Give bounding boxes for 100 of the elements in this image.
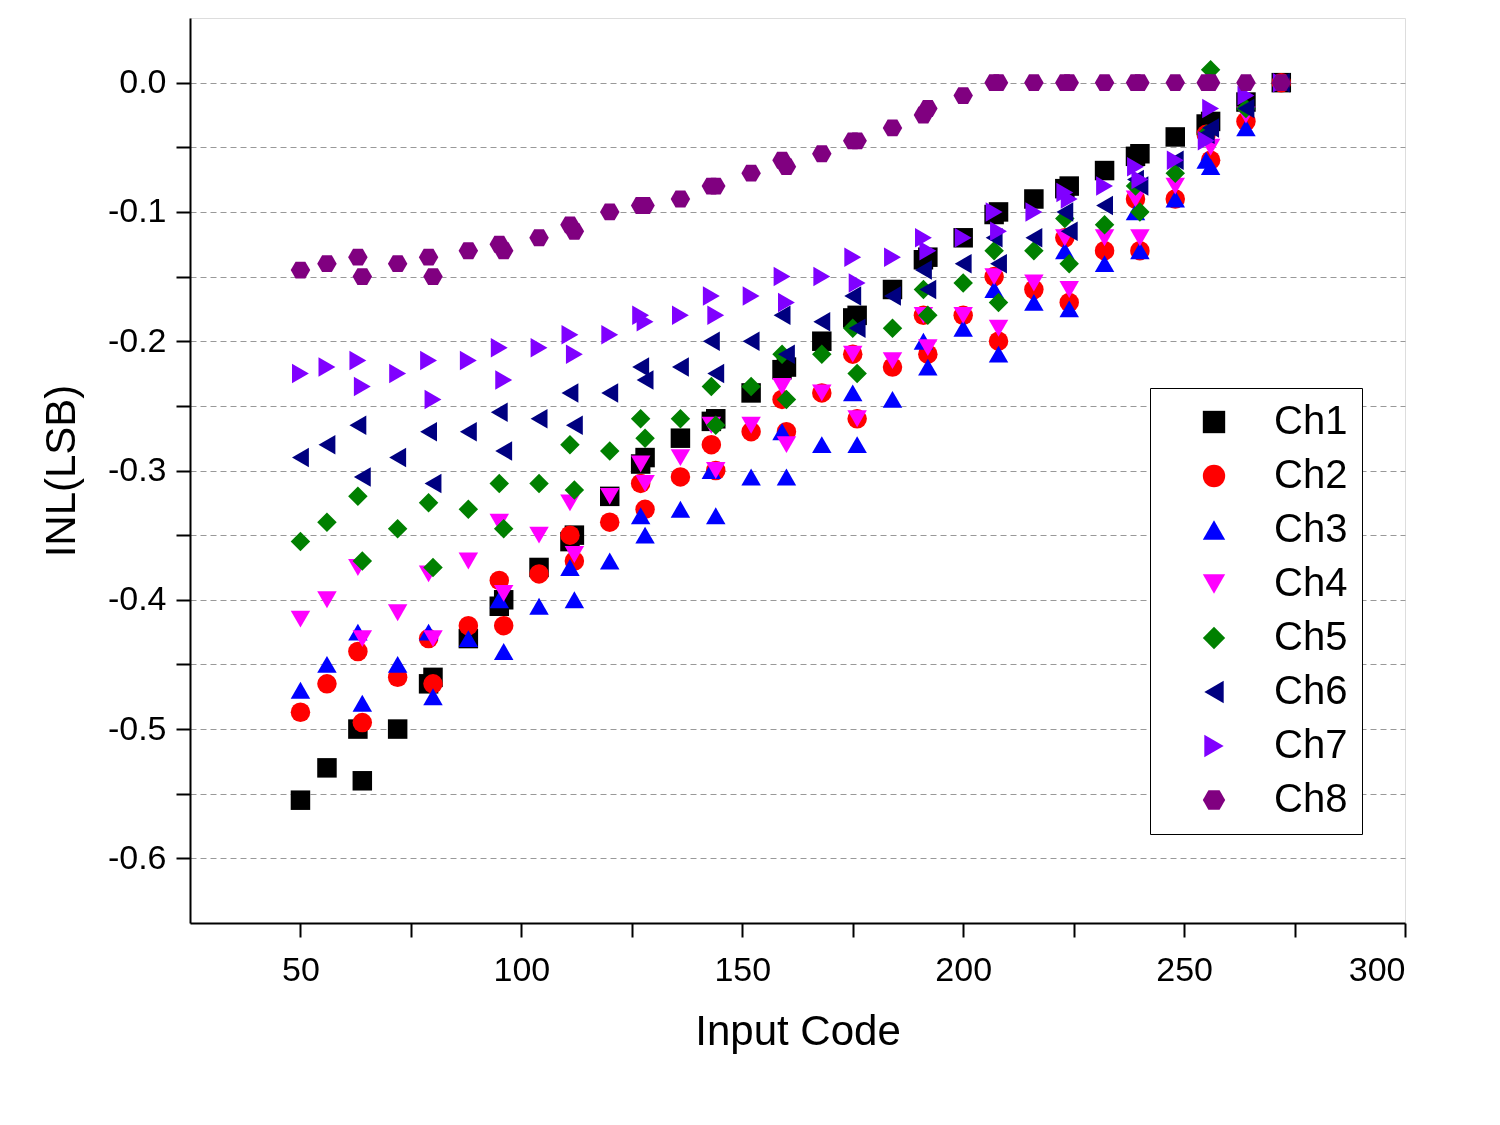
point (318, 357, 336, 377)
x-tick-label: 300 (1348, 949, 1406, 988)
point (459, 350, 477, 371)
point (847, 436, 867, 454)
x-tick-label: 250 (1156, 949, 1213, 988)
point (778, 292, 795, 313)
point (635, 526, 655, 544)
point (847, 363, 867, 384)
point (353, 376, 371, 397)
y-tick-label: -0.1 (107, 191, 167, 230)
point (420, 350, 438, 371)
point (317, 674, 337, 694)
point (290, 702, 311, 722)
point (489, 473, 510, 494)
point (1127, 156, 1144, 177)
point (292, 363, 309, 384)
point (599, 552, 620, 570)
point (635, 474, 655, 492)
point (773, 305, 791, 326)
point (914, 228, 932, 248)
legend-label: Ch2 (1274, 452, 1348, 496)
x-tick-label: 200 (935, 949, 993, 988)
point (565, 415, 583, 435)
point (670, 449, 691, 467)
point (844, 247, 862, 267)
point (599, 203, 620, 221)
point (529, 526, 549, 544)
point (530, 337, 548, 358)
point (778, 344, 795, 364)
point (884, 247, 901, 267)
point (1130, 144, 1150, 164)
point (318, 434, 336, 455)
point (670, 409, 691, 429)
point (290, 610, 311, 628)
point (918, 305, 938, 326)
point (707, 305, 725, 326)
point (290, 681, 311, 699)
point (882, 318, 903, 339)
legend-label: Ch3 (1274, 506, 1348, 550)
point (495, 441, 513, 461)
point (741, 164, 761, 182)
y-tick-label: -0.5 (107, 708, 167, 747)
point (635, 428, 655, 448)
point (953, 273, 973, 293)
point (702, 286, 720, 306)
point (495, 370, 513, 390)
point (561, 325, 579, 345)
point (348, 641, 368, 662)
point (813, 266, 831, 287)
point (1096, 195, 1113, 216)
point (1059, 300, 1079, 318)
y-tick-label: -0.3 (107, 450, 167, 488)
y-tick-label: 0.0 (119, 62, 167, 101)
point (353, 467, 371, 487)
point (424, 389, 442, 410)
point (882, 119, 903, 137)
point (418, 248, 439, 266)
point (317, 255, 337, 273)
point (632, 357, 650, 377)
point (848, 318, 866, 339)
point (1059, 281, 1079, 298)
point (988, 319, 1009, 337)
point (701, 376, 722, 397)
x-axis-title: Input Code (695, 1006, 901, 1054)
point (490, 402, 508, 423)
point (1131, 169, 1149, 190)
point (1060, 221, 1078, 242)
point (918, 339, 938, 357)
point (459, 421, 477, 442)
point (389, 363, 407, 384)
point (1165, 163, 1185, 183)
point (919, 240, 937, 261)
point (670, 190, 691, 208)
point (882, 390, 903, 408)
point (914, 260, 932, 280)
point (1202, 98, 1220, 119)
y-tick-label: -0.2 (107, 320, 167, 359)
point (954, 253, 972, 274)
point (387, 255, 408, 273)
point (670, 500, 691, 518)
point (490, 337, 508, 358)
x-tick-label: 50 (282, 949, 320, 988)
point (458, 615, 479, 636)
point (812, 436, 832, 454)
point (564, 480, 585, 500)
point (423, 674, 443, 694)
point (1024, 74, 1044, 92)
point (671, 357, 689, 377)
point (1094, 255, 1115, 273)
legend-label: Ch4 (1274, 560, 1348, 604)
point (1094, 160, 1115, 181)
point (458, 242, 479, 260)
point (420, 421, 438, 442)
point (529, 229, 549, 247)
point (919, 279, 937, 300)
point (1165, 127, 1185, 147)
point (423, 557, 443, 578)
point (424, 473, 442, 494)
point (882, 352, 903, 370)
point (1236, 74, 1256, 92)
